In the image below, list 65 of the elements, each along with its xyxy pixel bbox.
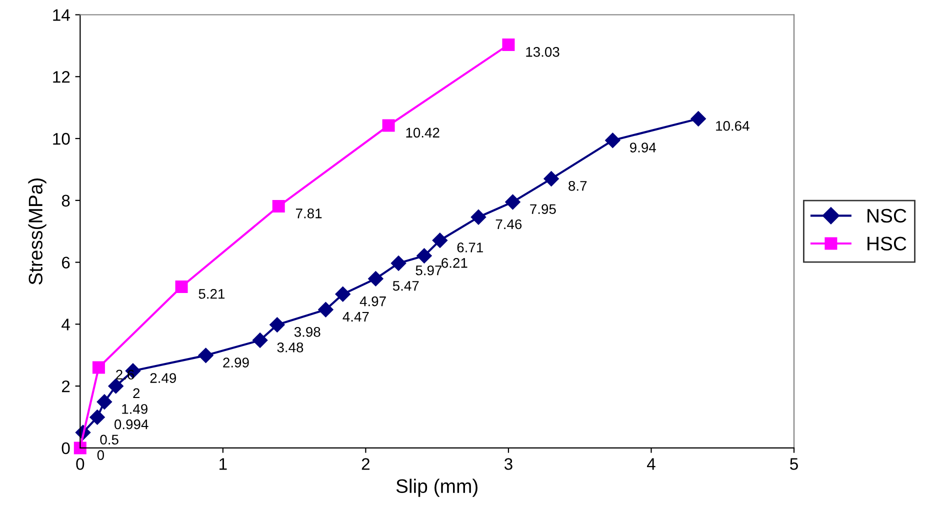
- point: [108, 378, 124, 394]
- data-label: 2: [133, 388, 140, 398]
- data-label: 5.47: [392, 281, 419, 291]
- legend-label: NSC: [868, 208, 906, 223]
- x-tick-label: 0: [76, 458, 84, 470]
- data-label: 6.21: [442, 258, 468, 268]
- data-label: 4.47: [342, 312, 369, 322]
- point: [505, 194, 520, 210]
- point: [272, 200, 285, 213]
- data-label: 10.64: [716, 120, 750, 131]
- point: [368, 271, 384, 286]
- data-label: 10.42: [406, 128, 440, 138]
- y-tick-label: 12: [53, 71, 70, 83]
- point: [416, 248, 432, 264]
- point: [605, 132, 620, 148]
- point: [502, 38, 515, 52]
- data-label: 2.99: [223, 358, 249, 368]
- point: [252, 332, 268, 348]
- y-tick-label: 8: [62, 194, 70, 207]
- point: [198, 348, 214, 363]
- y-tick-label: 10: [53, 132, 70, 145]
- data-label: 0.994: [114, 419, 148, 430]
- point: [335, 286, 350, 302]
- point: [318, 302, 334, 318]
- point: [96, 394, 112, 410]
- data-label: 5.21: [198, 288, 225, 299]
- data-label: 2.49: [150, 373, 176, 383]
- data-label: 1.49: [122, 404, 148, 414]
- data-label: 6.71: [457, 242, 483, 252]
- y-tick-label: 14: [53, 9, 70, 21]
- x-tick-label: 1: [220, 458, 227, 470]
- point: [390, 256, 406, 271]
- point: [544, 171, 559, 186]
- point: [92, 361, 105, 374]
- point: [90, 410, 105, 425]
- data-label: 5.97: [416, 265, 442, 276]
- x-tick-label: 4: [646, 458, 656, 470]
- x-tick-label: 5: [790, 458, 798, 470]
- x-axis-title: Slip (mm): [396, 478, 478, 497]
- y-tick-label: 6: [62, 256, 70, 268]
- y-tick-label: 4: [62, 318, 70, 330]
- data-label: 13.03: [526, 46, 560, 57]
- y-tick-label: 2: [62, 380, 70, 392]
- point: [690, 111, 706, 126]
- data-label: 8.7: [568, 180, 587, 191]
- data-label: 7.95: [530, 204, 556, 214]
- point: [432, 232, 448, 248]
- point: [74, 442, 86, 454]
- data-label: 7.46: [496, 219, 522, 230]
- point: [175, 280, 188, 293]
- data-label: 9.94: [630, 142, 656, 152]
- data-label: 3.48: [277, 342, 304, 352]
- data-label: 4.97: [360, 296, 386, 306]
- data-label: 0: [97, 450, 104, 460]
- legend-label: HSC: [868, 236, 906, 250]
- point: [470, 210, 486, 225]
- data-label: 7.81: [296, 208, 322, 218]
- point: [270, 317, 285, 332]
- y-tick-label: 0: [62, 442, 70, 454]
- data-label: 3.98: [294, 327, 320, 337]
- data-label: 0.5: [100, 434, 118, 445]
- point: [382, 119, 395, 132]
- y-axis-title: Stress(MPa): [28, 178, 46, 284]
- x-tick-label: 3: [504, 458, 512, 470]
- x-tick-label: 2: [362, 458, 370, 470]
